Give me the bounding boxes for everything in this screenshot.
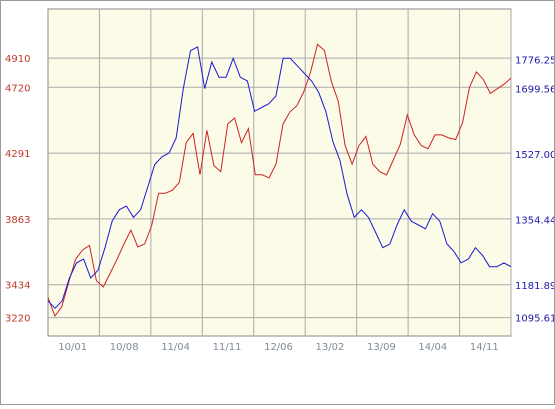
- right-tick-label: 1699.56: [515, 85, 554, 96]
- right-tick-label: 1776.25: [515, 56, 554, 67]
- left-tick-label: 3863: [5, 215, 30, 226]
- left-tick-label: 4720: [5, 83, 30, 94]
- right-axis-series-line: [47, 46, 512, 310]
- left-tick-label: 3434: [5, 281, 30, 292]
- x-tick-label: 12/06: [264, 342, 293, 353]
- left-tick-label: 3220: [5, 314, 30, 325]
- x-tick-label: 13/09: [367, 342, 396, 353]
- x-tick-label: 10/01: [58, 342, 87, 353]
- x-tick-label: 10/08: [110, 342, 139, 353]
- series-lines: [47, 43, 512, 318]
- left-tick-label: 4910: [5, 54, 30, 65]
- right-tick-label: 1527.00: [515, 150, 554, 161]
- x-axis-ticks: 10/01 10/08 11/04 11/11 12/06 13/02 13/09 14/04…: [58, 342, 498, 353]
- right-tick-label: 1354.44: [515, 216, 554, 227]
- right-axis-ticks: 1095.61 1181.89 1354.44 1527.00 1699.56 1776.…: [515, 56, 555, 325]
- right-tick-label: 1181.89: [515, 281, 554, 292]
- x-tick-label: 13/02: [316, 342, 345, 353]
- x-tick-label: 11/11: [213, 342, 242, 353]
- left-axis-series-line: [47, 43, 512, 318]
- grid-lines: [48, 9, 512, 336]
- right-tick-label: 1095.61: [515, 314, 554, 325]
- x-tick-label: 14/04: [418, 342, 447, 353]
- plot-area: [47, 8, 512, 337]
- left-tick-label: 4291: [5, 149, 30, 160]
- left-axis-ticks: 3220 3434 3863 4291 4720 4910: [5, 54, 30, 324]
- x-tick-label: 14/11: [470, 342, 499, 353]
- x-tick-label: 11/04: [161, 342, 190, 353]
